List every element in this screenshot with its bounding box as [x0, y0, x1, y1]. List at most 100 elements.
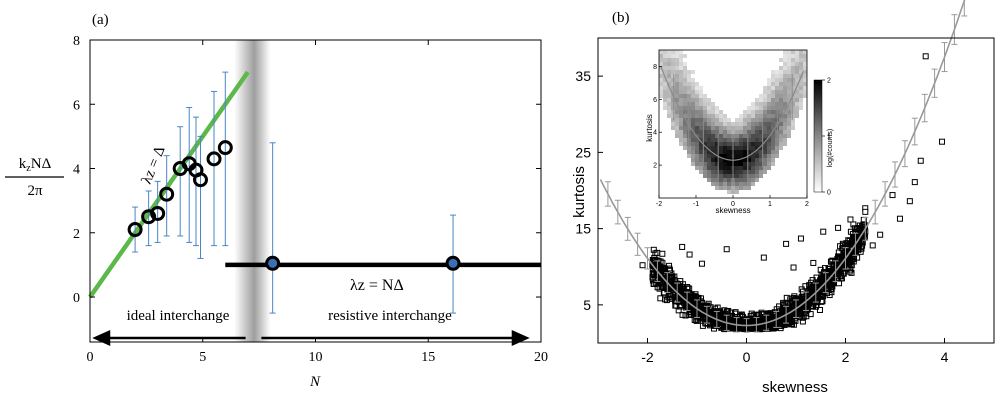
heatmap-cell [723, 166, 727, 170]
heatmap-cell [719, 162, 723, 166]
heatmap-cell [759, 126, 763, 130]
inset-y-tick-label: 4 [653, 130, 657, 137]
cloud-point [766, 314, 773, 321]
heatmap-cell [739, 158, 743, 162]
heatmap-cell [671, 78, 675, 82]
heatmap-cell [671, 118, 675, 122]
outlier-point [847, 216, 854, 223]
heatmap-cell [675, 78, 679, 82]
cloud-point [690, 297, 697, 304]
heatmap-cell [703, 166, 707, 170]
cloud-point [807, 311, 814, 318]
data-point [217, 140, 233, 156]
heatmap-cell [771, 110, 775, 114]
heatmap-cell [727, 190, 731, 194]
heatmap-cell [771, 90, 775, 94]
heatmap-cell [675, 62, 679, 66]
heatmap-cell [795, 82, 799, 86]
heatmap-cell [667, 94, 671, 98]
heatmap-cell [763, 122, 767, 126]
cloud-point [802, 283, 809, 290]
inset-x-tick-label: -2 [656, 201, 662, 208]
heatmap-cell [699, 142, 703, 146]
heatmap-cell [723, 182, 727, 186]
heatmap-cell [667, 50, 671, 54]
heatmap-cell [771, 74, 775, 78]
ideal-interchange-label: ideal interchange [127, 308, 230, 324]
outlier-point [922, 53, 929, 60]
heatmap-cell [775, 70, 779, 74]
heatmap-cell [699, 98, 703, 102]
heatmap-cell [799, 98, 803, 102]
heatmap-cell [783, 98, 787, 102]
heatmap-cell [683, 146, 687, 150]
heatmap-cell [703, 170, 707, 174]
inset-x-tick-label: -1 [693, 201, 699, 208]
heatmap-cell [755, 118, 759, 122]
outlier-point [896, 215, 903, 222]
heatmap-cell [671, 70, 675, 74]
heatmap-cell [759, 130, 763, 134]
heatmap-cell [691, 106, 695, 110]
heatmap-cell [675, 110, 679, 114]
heatmap-cell [739, 114, 743, 118]
heatmap-cell [719, 186, 723, 190]
heatmap-cell [707, 174, 711, 178]
heatmap-cell [763, 158, 767, 162]
heatmap-cell [771, 122, 775, 126]
cloud-point [797, 301, 804, 308]
heatmap-cell [767, 154, 771, 158]
heatmap-cell [695, 102, 699, 106]
heatmap-cell [783, 102, 787, 106]
heatmap-cell [723, 138, 727, 142]
heatmap-cell [671, 114, 675, 118]
heatmap-cell [751, 158, 755, 162]
heatmap-cell [799, 106, 803, 110]
heatmap-cell [775, 74, 779, 78]
heatmap-cell [751, 142, 755, 146]
heatmap-cell [783, 78, 787, 82]
heatmap-cell [759, 150, 763, 154]
heatmap-cell [779, 114, 783, 118]
heatmap-cell [715, 146, 719, 150]
heatmap-cell [799, 66, 803, 70]
heatmap-cell [779, 58, 783, 62]
heatmap-cell [715, 126, 719, 130]
heatmap-cell [711, 118, 715, 122]
heatmap-cell [671, 58, 675, 62]
heatmap-cell [755, 154, 759, 158]
heatmap-cell [691, 126, 695, 130]
heatmap-cell [763, 154, 767, 158]
heatmap-cell [675, 90, 679, 94]
heatmap-cell [727, 162, 731, 166]
heatmap-cell [735, 130, 739, 134]
heatmap-cell [787, 98, 791, 102]
cloud-point [663, 297, 670, 304]
heatmap-cell [715, 138, 719, 142]
heatmap-cell [727, 186, 731, 190]
heatmap-cell [719, 150, 723, 154]
heatmap-cell [763, 150, 767, 154]
heatmap-cell [747, 158, 751, 162]
panel-a-ylabel-denominator: 2π [27, 183, 43, 199]
heatmap-cell [787, 114, 791, 118]
data-point [150, 205, 166, 221]
outlier-point [639, 262, 646, 269]
heatmap-cell [779, 134, 783, 138]
heatmap-cell [779, 74, 783, 78]
heatmap-cell [751, 130, 755, 134]
heatmap-cell [799, 78, 803, 82]
heatmap-cell [755, 114, 759, 118]
heatmap-cell [791, 74, 795, 78]
heatmap-cell [667, 70, 671, 74]
heatmap-cell [695, 142, 699, 146]
heatmap-cell [795, 94, 799, 98]
outlier-point [760, 254, 767, 261]
fit-curve-path [599, 0, 966, 327]
heatmap-cell [699, 118, 703, 122]
heatmap-cell [691, 118, 695, 122]
panel-b-frame [597, 37, 995, 344]
heatmap-cell [795, 74, 799, 78]
